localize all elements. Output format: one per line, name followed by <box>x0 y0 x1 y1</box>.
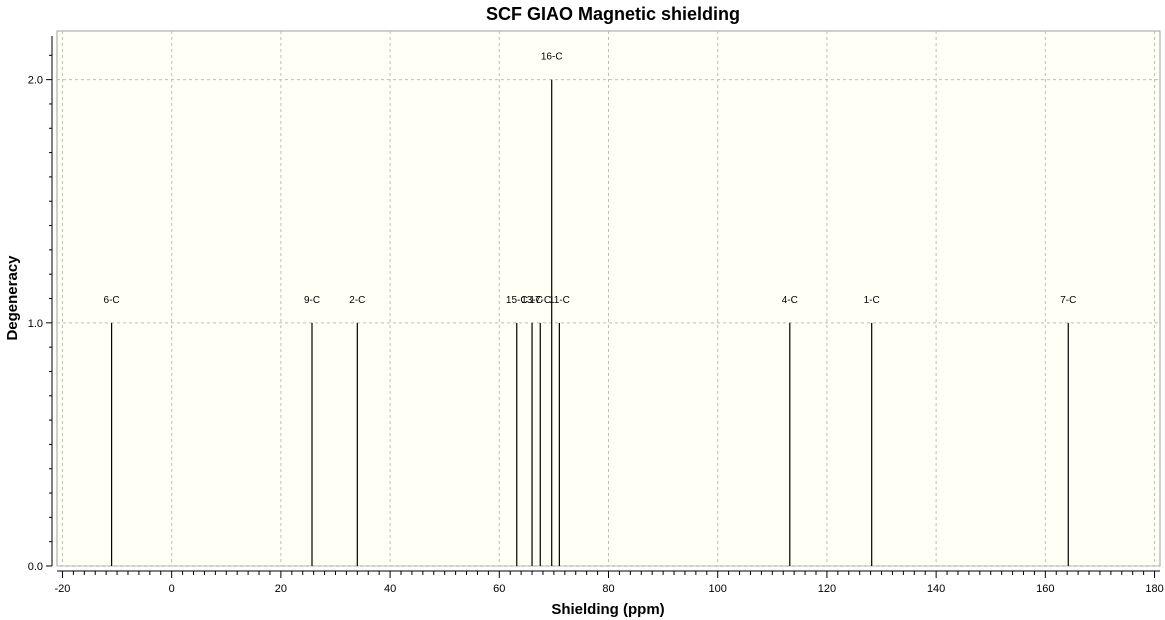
peak-label: 17-C <box>529 295 551 306</box>
y-tick-label: 0.0 <box>28 561 43 573</box>
grid <box>57 31 1160 567</box>
x-tick-label: 80 <box>602 583 614 595</box>
chart-title: SCF GIAO Magnetic shielding <box>486 4 740 24</box>
y-tick-label: 1.0 <box>28 318 43 330</box>
x-tick-label: -20 <box>55 583 71 595</box>
x-tick-label: 40 <box>384 583 396 595</box>
peaks: 6-C 9-C 2-C 15-C13-C17-C 16-C 11-C 4-C 1-C 7-C <box>104 52 1076 566</box>
peak-label: 13-C <box>521 295 543 306</box>
x-axis-title: Shielding (ppm) <box>551 601 664 618</box>
peak-label: 15-C <box>506 295 528 306</box>
x-tick-label: 60 <box>493 583 505 595</box>
x-tick-label: 180 <box>1145 583 1163 595</box>
peak-label: 2-C <box>349 295 365 306</box>
x-tick-label: 140 <box>927 583 945 595</box>
peak-label: 6-C <box>104 295 120 306</box>
x-tick-label: 100 <box>709 583 727 595</box>
peak-label: 9-C <box>304 295 320 306</box>
peak-label: 11-C <box>549 295 570 306</box>
y-axis-title: Degeneracy <box>4 255 21 341</box>
peak-label: 1-C <box>864 295 880 306</box>
x-tick-label: 120 <box>818 583 836 595</box>
peak-label: 16-C <box>541 52 563 63</box>
x-tick-label: 20 <box>275 583 287 595</box>
peak-label: 7-C <box>1060 295 1076 306</box>
x-tick-label: 160 <box>1036 583 1054 595</box>
y-tick-label: 2.0 <box>28 75 43 87</box>
peak-label: 4-C <box>782 295 798 306</box>
axes: -20 0 20 40 60 80 100 120 140 160 180 0.0 1.0 2.0 <box>28 36 1164 595</box>
x-tick-label: 0 <box>169 583 175 595</box>
